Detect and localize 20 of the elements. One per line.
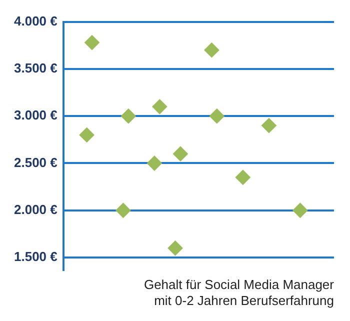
point bbox=[152, 99, 168, 114]
point bbox=[146, 156, 162, 171]
y-tick-label: 2.500 € bbox=[14, 154, 58, 170]
point bbox=[235, 170, 250, 185]
y-tick-label: 4.000 € bbox=[14, 13, 58, 28]
y-tick-label: 3.000 € bbox=[14, 108, 58, 123]
point bbox=[116, 202, 131, 218]
y-tick-label: 2.000 € bbox=[14, 202, 58, 217]
point bbox=[292, 202, 308, 218]
point bbox=[120, 108, 136, 124]
x-axis-title: Gehalt für Social Media Manager mit 0-2 Jahren Berufserfahrung bbox=[144, 277, 335, 308]
point bbox=[261, 118, 276, 134]
point bbox=[172, 146, 188, 162]
point bbox=[204, 42, 220, 58]
point bbox=[84, 35, 100, 50]
point bbox=[209, 108, 224, 124]
y-tick-label: 3.500 € bbox=[14, 60, 58, 76]
y-tick-label: 1.500 € bbox=[14, 249, 58, 264]
point bbox=[79, 127, 94, 142]
point bbox=[168, 240, 183, 256]
